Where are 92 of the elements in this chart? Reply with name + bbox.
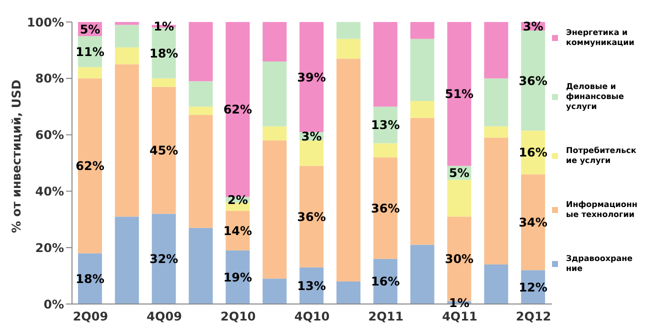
bar xyxy=(410,118,434,245)
bar xyxy=(114,47,139,64)
data-label: 45% xyxy=(149,144,178,158)
data-label: 36% xyxy=(297,210,326,224)
bar xyxy=(188,115,213,228)
bar xyxy=(484,78,508,126)
data-label: 3% xyxy=(301,129,322,144)
bar xyxy=(114,64,139,217)
y-tick-label: 100% xyxy=(26,15,64,30)
bar xyxy=(336,281,360,304)
data-label: 13% xyxy=(371,118,400,132)
bar xyxy=(262,61,287,126)
bar xyxy=(300,166,324,268)
bar xyxy=(262,22,287,62)
legend-label: Потребительские услуги xyxy=(566,146,638,166)
bar xyxy=(521,30,546,131)
bar xyxy=(114,216,139,304)
y-tick-label: 20% xyxy=(35,240,64,255)
bar xyxy=(300,140,324,166)
bar xyxy=(114,24,139,48)
bar xyxy=(262,126,287,140)
data-label: 13% xyxy=(297,278,326,293)
data-label: 39% xyxy=(297,70,326,84)
x-tick-label: 2Q09 xyxy=(72,310,108,324)
y-tick-label: 60% xyxy=(35,128,64,142)
y-tick-label: 0% xyxy=(44,297,64,312)
bar xyxy=(188,228,213,304)
data-label: 32% xyxy=(149,252,178,266)
data-label: 16% xyxy=(518,146,548,160)
bar xyxy=(410,38,434,101)
data-label: 62% xyxy=(76,159,104,174)
data-label: 36% xyxy=(371,201,400,216)
bar xyxy=(484,126,508,138)
bar xyxy=(484,138,508,265)
bar xyxy=(336,38,360,59)
bar xyxy=(373,143,398,158)
data-label: 11% xyxy=(76,44,104,59)
bar xyxy=(188,81,213,107)
y-tick-label: 40% xyxy=(35,184,64,198)
bar xyxy=(410,244,434,304)
data-label: 1% xyxy=(449,296,470,310)
x-tick-label: 2Q11 xyxy=(368,310,404,324)
x-tick-label: 2Q12 xyxy=(516,310,552,324)
data-label: 5% xyxy=(80,22,100,36)
bar xyxy=(447,180,472,217)
bar xyxy=(262,278,287,304)
bar xyxy=(410,22,434,39)
data-label: 2% xyxy=(228,192,248,207)
data-label: 19% xyxy=(223,270,252,284)
bar xyxy=(484,264,508,304)
legend-label: Здравоохранение xyxy=(566,254,634,274)
bar xyxy=(484,22,508,78)
bar xyxy=(188,22,213,82)
bar xyxy=(152,78,176,87)
bar xyxy=(114,22,139,25)
bar xyxy=(152,86,176,214)
data-label: 18% xyxy=(76,272,104,286)
bar xyxy=(336,22,360,39)
bar xyxy=(521,174,546,270)
x-tick-label: 4Q11 xyxy=(442,310,478,324)
x-tick-label: 2Q10 xyxy=(220,310,256,324)
data-label: 16% xyxy=(371,274,400,289)
data-label: 36% xyxy=(518,74,548,88)
legend-label: Деловые и финансовые услуги xyxy=(566,82,625,112)
data-label: 12% xyxy=(518,280,548,294)
bar xyxy=(188,106,213,116)
data-label: 18% xyxy=(149,46,178,60)
bar xyxy=(152,214,176,304)
data-label: 3% xyxy=(522,19,544,34)
x-tick-label: 4Q09 xyxy=(146,310,182,324)
bar xyxy=(410,100,434,118)
data-label: 14% xyxy=(223,224,252,238)
bar xyxy=(262,140,287,279)
bar xyxy=(373,157,398,259)
bar xyxy=(226,22,250,197)
data-label: 5% xyxy=(449,166,470,180)
bar xyxy=(78,67,102,78)
y-tick-label: 80% xyxy=(35,72,64,86)
data-label: 51% xyxy=(444,87,474,102)
legend-label: Информационные технологии xyxy=(566,200,638,220)
y-axis-title: % от инвестиций, USD xyxy=(9,80,24,233)
bar xyxy=(373,22,398,107)
legend-label: Энергетика и коммуникации xyxy=(566,28,636,48)
data-label: 30% xyxy=(444,252,474,266)
bar xyxy=(78,78,102,254)
bar xyxy=(447,22,472,166)
data-label: 62% xyxy=(223,102,252,117)
data-label: 34% xyxy=(518,215,548,230)
bar xyxy=(300,22,324,132)
data-label: 1% xyxy=(154,19,174,34)
bar xyxy=(336,58,360,282)
x-tick-label: 4Q10 xyxy=(294,310,330,324)
